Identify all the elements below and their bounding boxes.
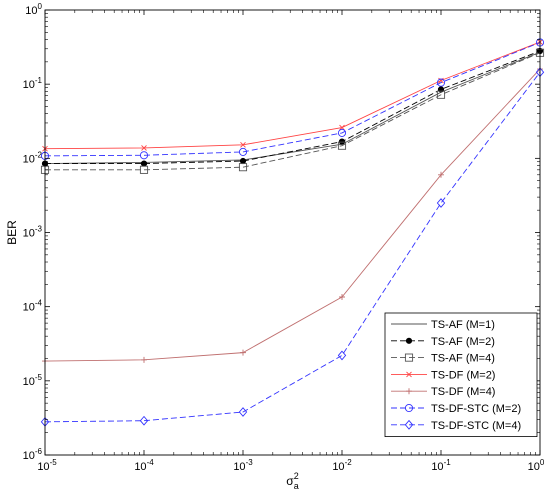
data-point [140, 160, 148, 167]
data-point [338, 138, 346, 145]
data-point [438, 77, 444, 84]
legend-swatch-marker [404, 403, 414, 413]
y-tick-label: 10-4 [23, 299, 43, 314]
data-point [141, 145, 147, 151]
series-2 [40, 48, 545, 174]
x-tick-label: 100 [528, 458, 545, 473]
data-point [339, 294, 345, 300]
x-axis-label: σ2 a [286, 471, 298, 491]
series-line [44, 51, 541, 165]
legend-label: TS-DF (M=4) [431, 386, 495, 398]
series-line [45, 52, 541, 171]
legend-swatch-marker [404, 419, 414, 430]
series-line [44, 68, 541, 362]
data-point [239, 157, 247, 165]
x-tick-label: 10-5 [37, 458, 57, 473]
data-point [240, 349, 246, 356]
data-point [139, 151, 149, 160]
legend-swatch-marker [404, 353, 414, 362]
data-point [337, 141, 347, 150]
data-point [238, 163, 248, 172]
data-point [337, 350, 347, 361]
series-line [44, 41, 541, 150]
data-point [240, 142, 246, 148]
y-axis-label: BER [5, 220, 19, 245]
y-tick-label: 10-2 [23, 150, 43, 165]
series-line [44, 42, 541, 157]
legend-label: TS-AF (M=1) [431, 319, 495, 331]
series-layer [40, 38, 545, 427]
data-point [141, 356, 147, 363]
legend-swatch-marker [405, 337, 413, 344]
data-point [436, 90, 446, 99]
data-point [436, 78, 446, 87]
data-point [337, 128, 347, 137]
legend-label: TS-DF-STC (M=2) [431, 403, 521, 415]
x-tick-label: 10-3 [233, 458, 253, 473]
series-3 [42, 39, 543, 152]
data-point [139, 165, 149, 174]
y-tick-label: 100 [25, 2, 42, 17]
legend-label: TS-DF-STC (M=4) [431, 420, 521, 432]
data-point [139, 415, 149, 426]
data-point [339, 124, 345, 131]
data-point [436, 198, 446, 208]
legend-label: TS-AF (M=2) [431, 336, 495, 348]
y-tick-label: 10-6 [23, 447, 43, 462]
legend-swatch-marker [406, 388, 412, 395]
y-tick-label: 10-3 [23, 225, 43, 240]
x-tick-label: 10-4 [134, 458, 154, 473]
legend-label: TS-DF (M=2) [431, 369, 495, 381]
legend-label: TS-AF (M=4) [431, 353, 495, 365]
y-tick-label: 10-1 [23, 76, 43, 91]
legend-swatch-marker [406, 371, 412, 378]
data-point [438, 171, 444, 178]
series-0 [44, 51, 541, 165]
axes-frame [44, 9, 541, 456]
series-line [45, 50, 541, 165]
x-tick-label: 10-2 [332, 458, 352, 473]
legend: TS-AF (M=1) TS-AF (M=2) TS-AF (M=4) TS-DF (… [384, 312, 538, 437]
series-line [44, 71, 541, 423]
y-tick-label: 10-5 [23, 373, 43, 388]
axes-layer: 10-5 10-4 10-3 10-2 10-1 10010-610-510-410-31… [5, 2, 545, 491]
data-point [238, 147, 248, 156]
data-point [238, 407, 248, 417]
x-tick-label: 10-1 [431, 458, 451, 473]
